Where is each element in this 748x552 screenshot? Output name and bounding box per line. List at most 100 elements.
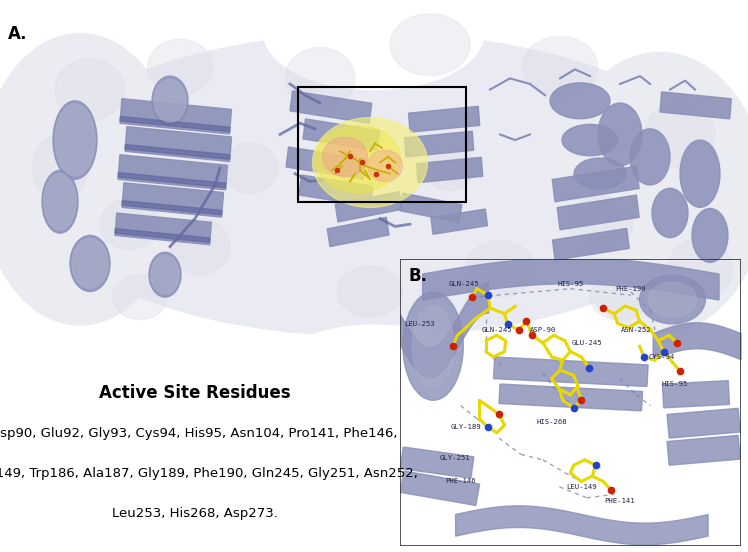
Ellipse shape — [42, 171, 78, 233]
Bar — [115, 229, 210, 242]
Ellipse shape — [55, 104, 95, 176]
Text: GLN-245: GLN-245 — [449, 282, 479, 288]
Text: LEU-149: LEU-149 — [566, 484, 597, 490]
Text: ASN-252: ASN-252 — [621, 327, 652, 333]
Ellipse shape — [72, 239, 108, 288]
Bar — [335, 192, 402, 222]
Ellipse shape — [425, 146, 475, 190]
Ellipse shape — [630, 129, 670, 185]
Ellipse shape — [44, 174, 76, 230]
Ellipse shape — [667, 238, 732, 300]
Bar — [120, 99, 231, 134]
Bar — [667, 408, 741, 438]
Ellipse shape — [154, 79, 186, 122]
Text: HIS-95: HIS-95 — [661, 381, 687, 387]
Text: GLU-245: GLU-245 — [571, 340, 602, 346]
Bar — [115, 213, 212, 245]
Ellipse shape — [147, 39, 212, 95]
Ellipse shape — [390, 14, 470, 76]
Ellipse shape — [692, 209, 728, 262]
Ellipse shape — [55, 59, 125, 120]
Bar — [408, 107, 479, 132]
Bar — [290, 91, 372, 123]
Bar — [125, 145, 230, 160]
Ellipse shape — [170, 219, 230, 275]
Text: Leu253, His268, Asp273.: Leu253, His268, Asp273. — [111, 507, 278, 520]
Bar — [660, 92, 732, 119]
Ellipse shape — [151, 256, 179, 294]
Bar — [122, 200, 222, 215]
Bar — [431, 209, 488, 234]
Ellipse shape — [568, 196, 633, 252]
Ellipse shape — [590, 275, 650, 320]
Bar — [405, 131, 473, 157]
Bar — [303, 119, 380, 151]
Ellipse shape — [222, 143, 278, 193]
Bar — [400, 193, 462, 222]
Bar — [417, 157, 482, 183]
Bar — [400, 471, 479, 506]
Text: CYS-94: CYS-94 — [649, 354, 675, 360]
Ellipse shape — [53, 101, 97, 179]
Bar — [557, 195, 640, 230]
Bar — [118, 155, 227, 190]
Ellipse shape — [465, 241, 535, 297]
Text: ASP-90: ASP-90 — [530, 327, 556, 333]
Text: PHE-190: PHE-190 — [616, 286, 646, 291]
Text: Leu149, Trp186, Ala187, Gly189, Phe190, Gln245, Gly251, Asn252,: Leu149, Trp186, Ala187, Gly189, Phe190, … — [0, 467, 417, 480]
Ellipse shape — [562, 124, 618, 156]
Ellipse shape — [313, 118, 428, 208]
Text: Active Site Residues: Active Site Residues — [99, 384, 290, 401]
Ellipse shape — [70, 235, 110, 291]
Ellipse shape — [32, 135, 88, 201]
Text: A.: A. — [8, 24, 28, 43]
Ellipse shape — [149, 252, 181, 297]
Ellipse shape — [274, 325, 474, 415]
Ellipse shape — [652, 188, 688, 238]
Text: B.: B. — [409, 267, 428, 285]
Bar — [120, 116, 230, 132]
Ellipse shape — [640, 275, 705, 324]
Ellipse shape — [100, 199, 160, 250]
Bar — [298, 87, 466, 201]
Ellipse shape — [598, 103, 642, 166]
Bar — [118, 173, 226, 188]
Bar — [299, 175, 373, 206]
Bar — [122, 183, 224, 217]
Text: Asp90, Glu92, Gly93, Cys94, His95, Asn104, Pro141, Phe146,: Asp90, Glu92, Gly93, Cys94, His95, Asn10… — [0, 427, 398, 440]
Ellipse shape — [152, 76, 188, 125]
Bar — [663, 381, 729, 408]
Bar — [327, 217, 389, 247]
Ellipse shape — [555, 52, 748, 333]
Ellipse shape — [645, 101, 715, 168]
Text: PHE-146: PHE-146 — [445, 479, 476, 485]
Text: LEU-253: LEU-253 — [405, 321, 435, 327]
Bar — [553, 229, 629, 260]
Ellipse shape — [523, 36, 598, 98]
Ellipse shape — [680, 140, 720, 208]
Ellipse shape — [112, 275, 168, 320]
Ellipse shape — [0, 34, 180, 325]
Text: HIS-95: HIS-95 — [557, 282, 583, 288]
Bar — [667, 436, 741, 465]
Ellipse shape — [574, 158, 626, 189]
Text: GLN-245: GLN-245 — [482, 327, 512, 333]
Bar — [400, 447, 474, 478]
Text: HIS-268: HIS-268 — [536, 419, 567, 425]
Ellipse shape — [403, 292, 463, 400]
Ellipse shape — [322, 137, 367, 177]
Bar — [125, 126, 232, 162]
Ellipse shape — [412, 305, 454, 387]
Bar — [552, 166, 640, 201]
Ellipse shape — [550, 83, 610, 119]
Ellipse shape — [337, 266, 402, 317]
Text: GLY-189: GLY-189 — [451, 424, 482, 431]
Ellipse shape — [285, 47, 355, 109]
Ellipse shape — [24, 34, 724, 336]
Text: PHE-141: PHE-141 — [604, 498, 635, 504]
Ellipse shape — [264, 0, 484, 89]
Text: GLY-251: GLY-251 — [440, 455, 470, 461]
Bar — [494, 357, 648, 386]
Bar — [286, 147, 366, 179]
Ellipse shape — [649, 282, 696, 317]
